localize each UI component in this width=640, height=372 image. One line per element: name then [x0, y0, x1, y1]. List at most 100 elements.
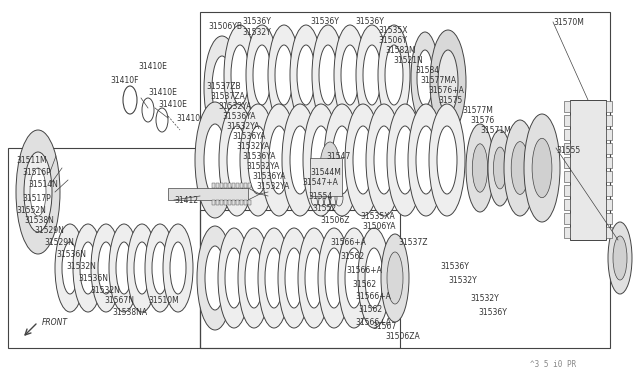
Ellipse shape — [152, 242, 168, 294]
Text: 31532YA: 31532YA — [236, 142, 269, 151]
Ellipse shape — [305, 248, 323, 308]
Text: 31514N: 31514N — [28, 180, 58, 189]
Ellipse shape — [285, 248, 303, 308]
Ellipse shape — [231, 45, 249, 105]
Ellipse shape — [268, 25, 300, 125]
Text: 31538NA: 31538NA — [112, 308, 147, 317]
Text: 31506Y: 31506Y — [378, 36, 407, 45]
Text: 31567N: 31567N — [104, 296, 134, 305]
Ellipse shape — [297, 45, 315, 105]
Text: 31567: 31567 — [372, 322, 396, 331]
Bar — [564, 213, 570, 224]
Bar — [564, 185, 570, 196]
Ellipse shape — [356, 25, 388, 125]
Text: 31538N: 31538N — [24, 216, 54, 225]
Ellipse shape — [395, 126, 415, 194]
Ellipse shape — [417, 50, 433, 106]
Text: 31506YA: 31506YA — [362, 222, 396, 231]
Ellipse shape — [358, 228, 390, 328]
Ellipse shape — [387, 104, 423, 216]
Ellipse shape — [240, 104, 276, 216]
Text: 31566+A: 31566+A — [355, 318, 391, 327]
Ellipse shape — [504, 120, 536, 216]
Text: 31555: 31555 — [556, 146, 580, 155]
Bar — [606, 143, 612, 154]
Text: 31536N: 31536N — [56, 250, 86, 259]
Ellipse shape — [204, 36, 240, 140]
Ellipse shape — [338, 228, 370, 328]
Text: 31410F: 31410F — [110, 76, 138, 85]
Bar — [248, 200, 251, 205]
Bar — [224, 183, 227, 188]
Ellipse shape — [385, 45, 403, 105]
Text: 31536YA: 31536YA — [222, 112, 255, 121]
Text: 31577MA: 31577MA — [420, 76, 456, 85]
Ellipse shape — [524, 114, 560, 222]
Ellipse shape — [311, 126, 331, 194]
Text: 31529N: 31529N — [34, 226, 64, 235]
Bar — [240, 183, 243, 188]
Text: 31535XA: 31535XA — [360, 212, 395, 221]
Ellipse shape — [312, 25, 344, 125]
Ellipse shape — [261, 104, 297, 216]
Bar — [564, 115, 570, 126]
Ellipse shape — [248, 126, 268, 194]
Ellipse shape — [319, 45, 337, 105]
Ellipse shape — [334, 25, 366, 125]
Ellipse shape — [411, 32, 439, 124]
Ellipse shape — [345, 248, 363, 308]
Bar — [224, 200, 227, 205]
Bar — [212, 200, 215, 205]
Text: 31410: 31410 — [176, 114, 200, 123]
Ellipse shape — [91, 224, 121, 312]
Bar — [564, 143, 570, 154]
Ellipse shape — [429, 104, 465, 216]
Ellipse shape — [353, 126, 373, 194]
Ellipse shape — [318, 228, 350, 328]
Text: 31536YA: 31536YA — [232, 132, 266, 141]
Bar — [248, 183, 251, 188]
Text: 31547: 31547 — [326, 152, 350, 161]
Text: 31532YA: 31532YA — [246, 162, 280, 171]
Text: 31536Y: 31536Y — [310, 17, 339, 26]
Ellipse shape — [227, 126, 247, 194]
Text: 31506YB: 31506YB — [208, 22, 242, 31]
Text: 31537Z: 31537Z — [398, 238, 428, 247]
Text: ^3 5 i0 PR: ^3 5 i0 PR — [530, 360, 576, 369]
Text: 31554: 31554 — [308, 192, 332, 201]
Ellipse shape — [511, 142, 529, 195]
Ellipse shape — [134, 242, 150, 294]
Bar — [564, 199, 570, 210]
Ellipse shape — [98, 242, 114, 294]
Ellipse shape — [145, 224, 175, 312]
Text: 31562: 31562 — [352, 280, 376, 289]
Text: 31536Y: 31536Y — [355, 17, 384, 26]
Ellipse shape — [195, 102, 235, 218]
Text: 31571M: 31571M — [480, 126, 511, 135]
Ellipse shape — [225, 248, 243, 308]
Ellipse shape — [246, 25, 278, 125]
Text: 31510M: 31510M — [148, 296, 179, 305]
Bar — [606, 101, 612, 112]
Ellipse shape — [430, 30, 466, 134]
Text: 31517P: 31517P — [22, 194, 51, 203]
Ellipse shape — [212, 56, 232, 120]
Text: 31532Y: 31532Y — [470, 294, 499, 303]
Ellipse shape — [324, 104, 360, 216]
Text: 31575: 31575 — [438, 96, 462, 105]
Ellipse shape — [466, 124, 494, 212]
Text: 31532Y: 31532Y — [448, 276, 477, 285]
Text: 31562: 31562 — [340, 252, 364, 261]
Bar — [606, 227, 612, 238]
Text: 31547+A: 31547+A — [302, 178, 338, 187]
Bar — [606, 115, 612, 126]
Ellipse shape — [197, 226, 233, 330]
Text: 31566+A: 31566+A — [330, 238, 366, 247]
Text: 31577M: 31577M — [462, 106, 493, 115]
Ellipse shape — [253, 45, 271, 105]
Ellipse shape — [258, 228, 290, 328]
Ellipse shape — [381, 234, 409, 322]
Text: 31506Z: 31506Z — [320, 216, 349, 225]
Text: 31410E: 31410E — [158, 100, 187, 109]
Text: 31532YA: 31532YA — [226, 122, 259, 131]
